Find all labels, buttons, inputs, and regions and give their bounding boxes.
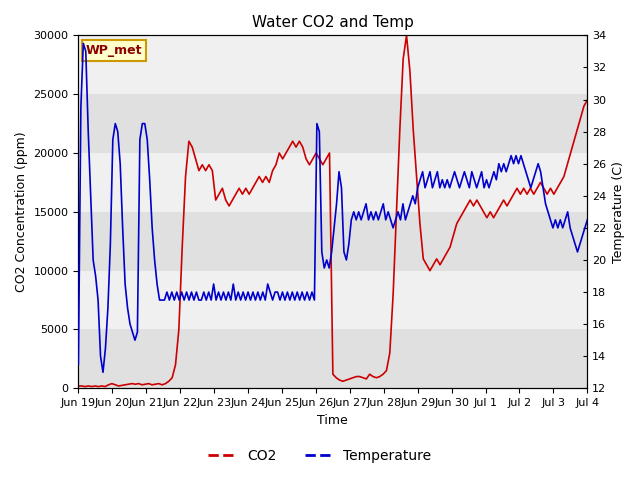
Bar <box>79 94 588 153</box>
X-axis label: Time: Time <box>317 414 348 427</box>
Y-axis label: Temperature (C): Temperature (C) <box>612 161 625 263</box>
Bar <box>79 271 588 329</box>
Bar <box>79 212 588 271</box>
Y-axis label: CO2 Concentration (ppm): CO2 Concentration (ppm) <box>15 132 28 292</box>
Legend: CO2, Temperature: CO2, Temperature <box>203 443 437 468</box>
Text: WP_met: WP_met <box>86 44 143 57</box>
Title: Water CO2 and Temp: Water CO2 and Temp <box>252 15 414 30</box>
Bar <box>79 153 588 212</box>
Bar <box>79 329 588 388</box>
Bar <box>79 36 588 94</box>
